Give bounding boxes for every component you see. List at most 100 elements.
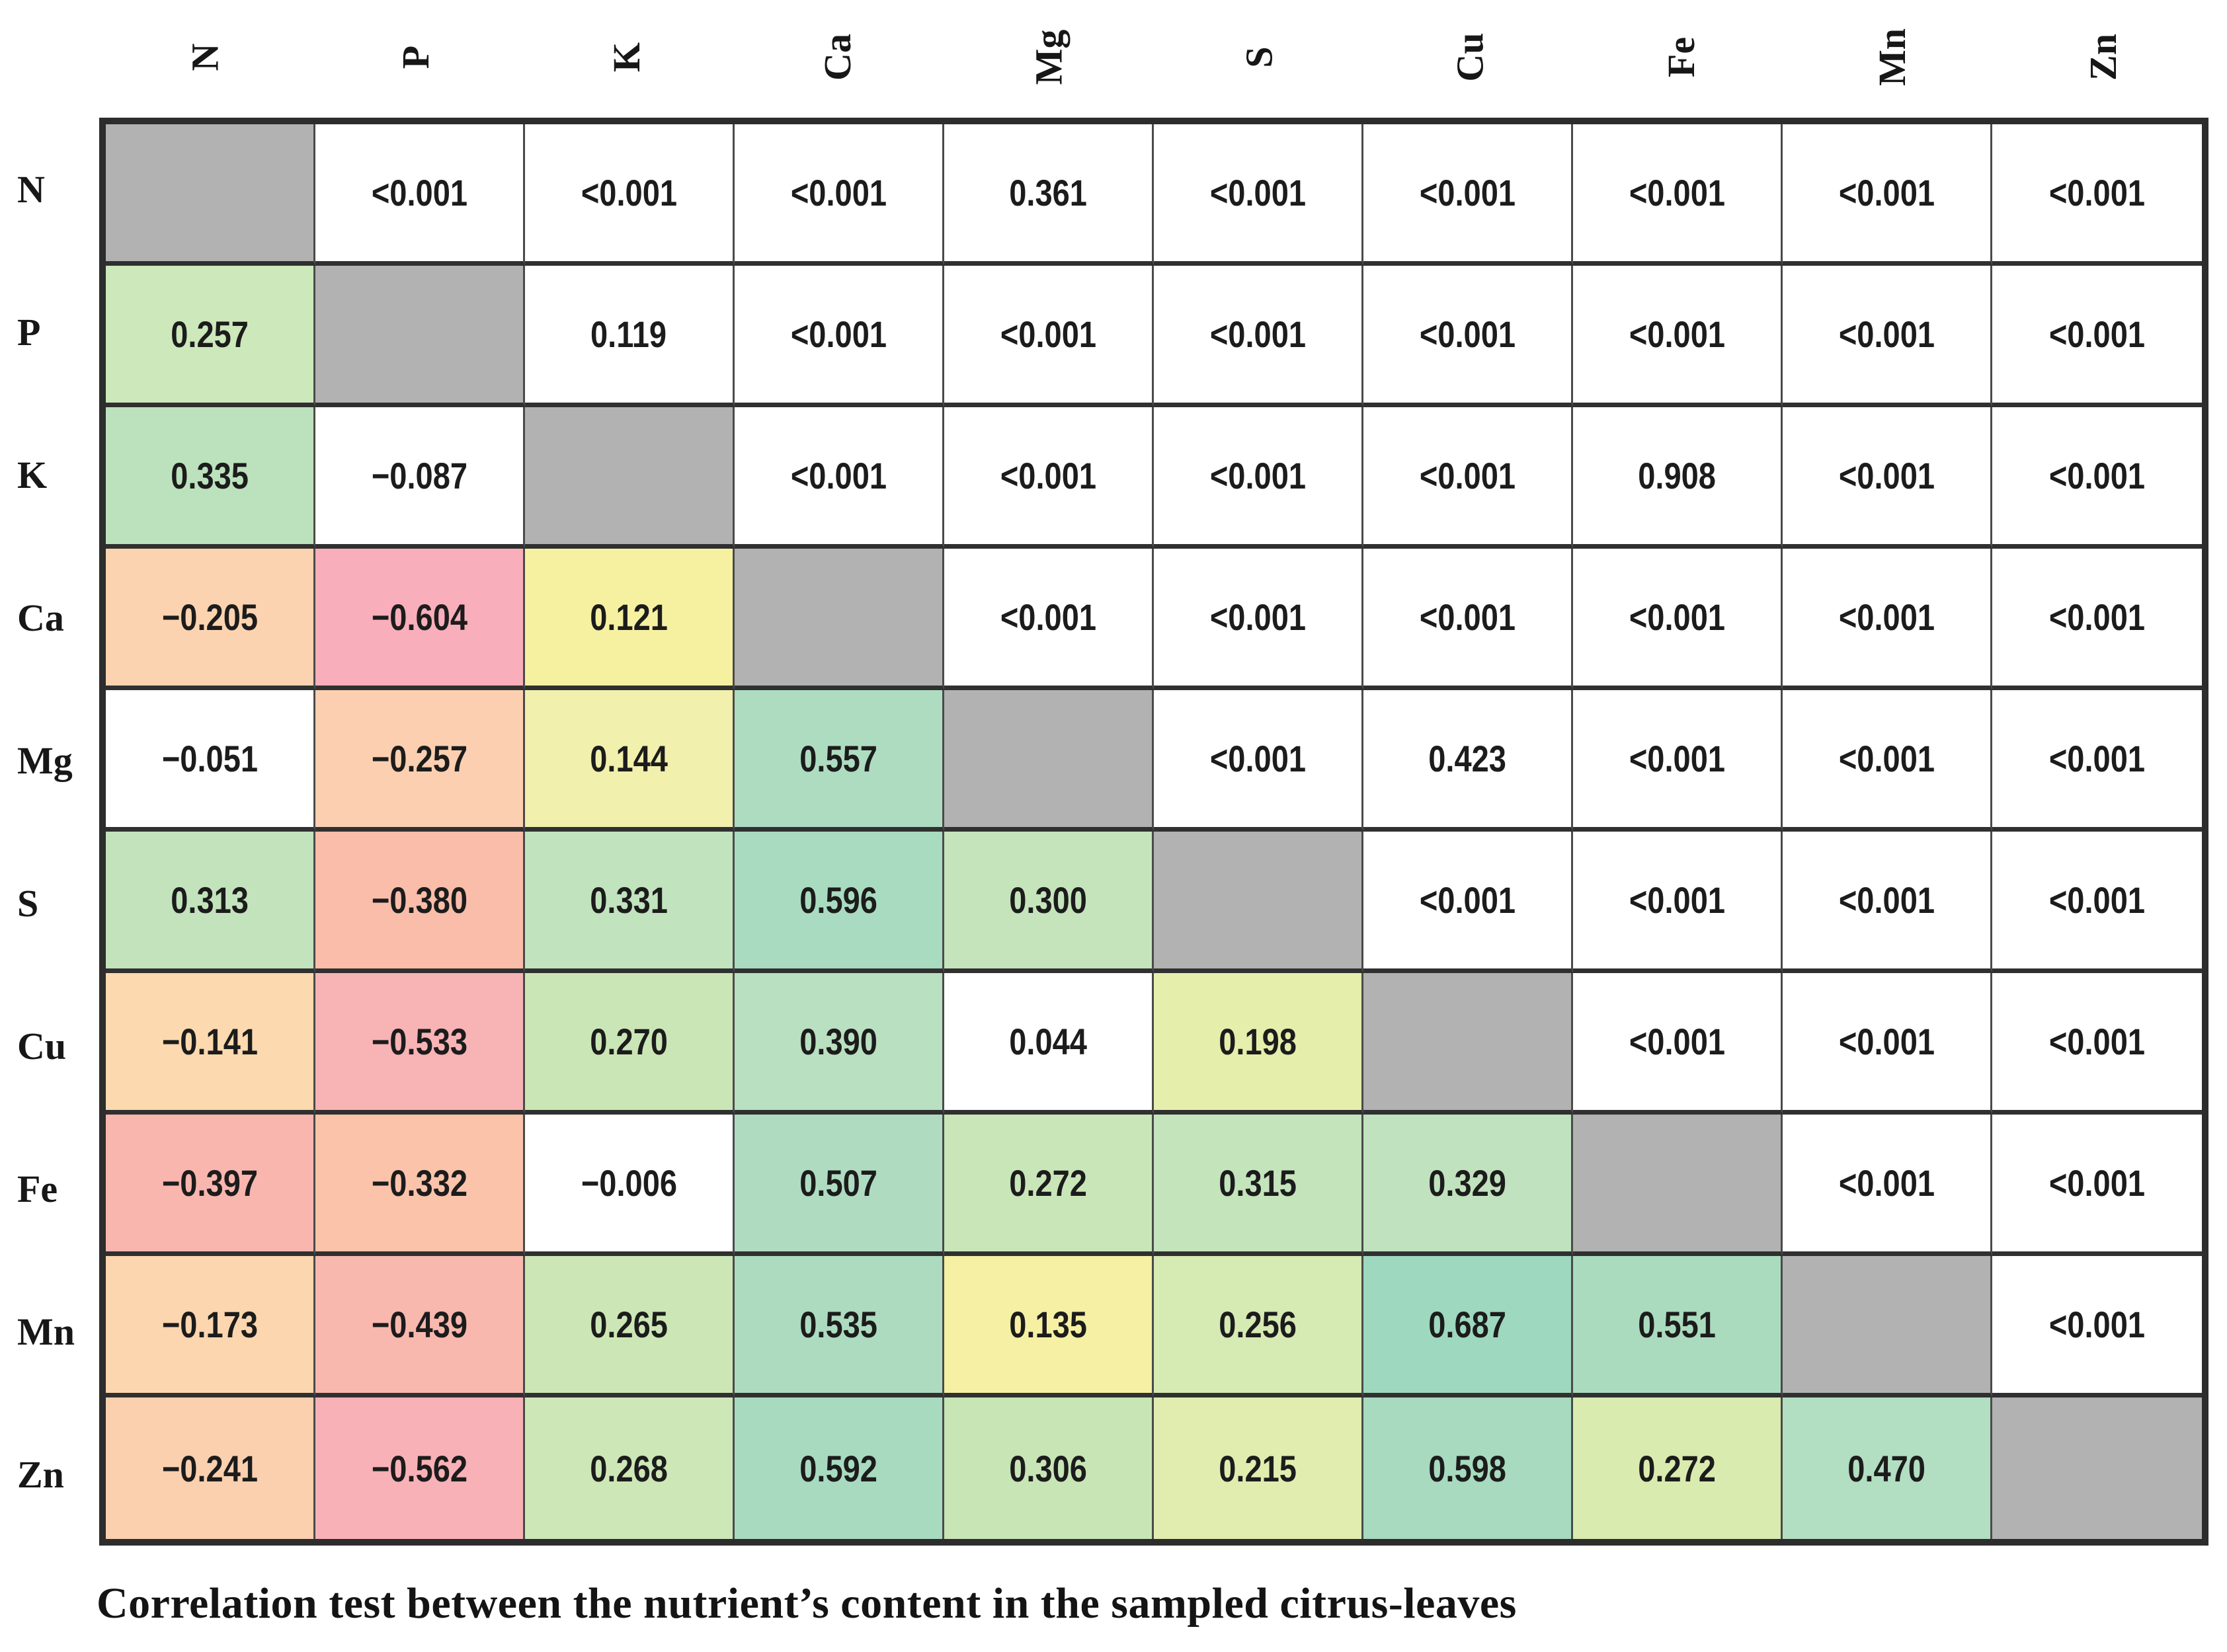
matrix-cell-value: <0.001 [790, 172, 887, 214]
matrix-cell-value: 0.119 [590, 313, 667, 355]
matrix-cell-Mn-N: −0.173 [106, 1256, 315, 1397]
matrix-cell-Cu-Fe: <0.001 [1573, 973, 1783, 1115]
matrix-cell-value: <0.001 [1629, 1021, 1725, 1062]
matrix-cell-value: 0.335 [171, 455, 249, 496]
matrix-cell-value: <0.001 [1209, 172, 1306, 214]
matrix-cell-Zn-Ca: 0.592 [735, 1397, 944, 1539]
row-label-Ca: Ca [17, 596, 64, 639]
matrix-cell-Ca-Mn: <0.001 [1783, 549, 1992, 690]
matrix-cell-value: 0.329 [1428, 1162, 1506, 1204]
matrix-cell-value: 0.144 [590, 738, 668, 779]
row-label-Cu: Cu [17, 1024, 67, 1068]
matrix-cell-value: 0.198 [1219, 1021, 1297, 1062]
matrix-cell-value: <0.001 [1419, 455, 1516, 496]
matrix-cell-value: 0.256 [1219, 1304, 1297, 1345]
column-header-label: Mn [1871, 28, 1914, 86]
matrix-cell-value: <0.001 [790, 313, 887, 355]
matrix-cell-value: 0.423 [1428, 738, 1506, 779]
matrix-cell-P-Mn: <0.001 [1783, 266, 1992, 407]
matrix-cell-value: <0.001 [1419, 313, 1516, 355]
matrix-cell-N-Ca: <0.001 [735, 124, 944, 266]
matrix-cell-value: <0.001 [1000, 455, 1096, 496]
matrix-cell-P-Ca: <0.001 [735, 266, 944, 407]
matrix-cell-Cu-Zn: <0.001 [1992, 973, 2202, 1115]
matrix-cell-Ca-Cu: <0.001 [1363, 549, 1573, 690]
matrix-cell-value: 0.121 [590, 596, 668, 638]
matrix-cell-Mn-K: 0.265 [525, 1256, 735, 1397]
matrix-cell-Mn-P: −0.439 [315, 1256, 525, 1397]
column-header-N: N [99, 0, 310, 114]
matrix-cell-value: −0.205 [161, 596, 258, 638]
matrix-cell-S-Mn: <0.001 [1783, 832, 1992, 973]
matrix-cell-Ca-Ca [735, 549, 944, 690]
matrix-cell-Mn-Zn: <0.001 [1992, 1256, 2202, 1397]
matrix-cell-value: <0.001 [1838, 1162, 1935, 1204]
matrix-cell-N-Cu: <0.001 [1363, 124, 1573, 266]
matrix-cell-Zn-K: 0.268 [525, 1397, 735, 1539]
matrix-cell-S-Mg: 0.300 [944, 832, 1154, 973]
matrix-cell-N-N [106, 124, 315, 266]
matrix-cell-Mn-Ca: 0.535 [735, 1256, 944, 1397]
column-header-label: Mg [1027, 29, 1070, 85]
matrix-cell-value: −0.397 [161, 1162, 258, 1204]
matrix-cell-Ca-Fe: <0.001 [1573, 549, 1783, 690]
matrix-cell-Mg-P: −0.257 [315, 690, 525, 832]
matrix-cell-value: 0.331 [590, 879, 668, 921]
matrix-cell-S-Cu: <0.001 [1363, 832, 1573, 973]
matrix-cell-value: 0.470 [1847, 1447, 1925, 1489]
column-header-Mg: Mg [943, 0, 1154, 114]
matrix-cell-value: −0.562 [371, 1447, 467, 1489]
matrix-cell-Mg-N: −0.051 [106, 690, 315, 832]
matrix-cell-value: 0.272 [1009, 1162, 1087, 1204]
matrix-cell-value: <0.001 [2048, 1021, 2146, 1062]
matrix-cell-Mn-Fe: 0.551 [1573, 1256, 1783, 1397]
matrix-cell-value: <0.001 [2048, 1304, 2146, 1345]
matrix-cell-K-N: 0.335 [106, 407, 315, 549]
matrix-cell-value: <0.001 [1419, 172, 1516, 214]
matrix-cell-Fe-Fe [1573, 1115, 1783, 1256]
matrix-cell-Ca-Zn: <0.001 [1992, 549, 2202, 690]
matrix-cell-value: 0.361 [1009, 172, 1087, 214]
matrix-cell-value: 0.535 [799, 1304, 877, 1345]
matrix-cell-Mg-Mn: <0.001 [1783, 690, 1992, 832]
matrix-cell-S-S [1154, 832, 1363, 973]
column-header-label: K [605, 42, 648, 72]
matrix-cell-value: <0.001 [790, 455, 887, 496]
matrix-cell-value: 0.270 [590, 1021, 668, 1062]
matrix-cell-value: 0.268 [590, 1447, 668, 1489]
matrix-cell-P-Zn: <0.001 [1992, 266, 2202, 407]
matrix-cell-S-Ca: 0.596 [735, 832, 944, 973]
matrix-cell-Zn-Mn: 0.470 [1783, 1397, 1992, 1539]
matrix-cell-Mg-Mg [944, 690, 1154, 832]
matrix-cell-Zn-P: −0.562 [315, 1397, 525, 1539]
matrix-cell-Mg-K: 0.144 [525, 690, 735, 832]
matrix-cell-value: −0.141 [161, 1021, 258, 1062]
matrix-cell-value: 0.596 [799, 879, 877, 921]
matrix-cell-P-P [315, 266, 525, 407]
matrix-cell-value: <0.001 [1629, 596, 1725, 638]
matrix-cell-value: −0.087 [371, 455, 467, 496]
matrix-cell-Fe-S: 0.315 [1154, 1115, 1363, 1256]
matrix-cell-N-S: <0.001 [1154, 124, 1363, 266]
matrix-cell-value: <0.001 [1629, 738, 1725, 779]
matrix-cell-Fe-P: −0.332 [315, 1115, 525, 1256]
matrix-cell-value: <0.001 [1209, 596, 1306, 638]
column-header-P: P [310, 0, 521, 114]
matrix-cell-K-K [525, 407, 735, 549]
matrix-cell-value: <0.001 [1838, 172, 1935, 214]
matrix-cell-value: 0.265 [590, 1304, 668, 1345]
matrix-cell-value: 0.306 [1009, 1447, 1087, 1489]
matrix-cell-Cu-Mg: 0.044 [944, 973, 1154, 1115]
column-header-label: N [182, 43, 226, 71]
matrix-cell-value: <0.001 [1419, 596, 1516, 638]
matrix-cell-value: <0.001 [2048, 738, 2146, 779]
matrix-cell-N-Fe: <0.001 [1573, 124, 1783, 266]
row-label-Mg: Mg [17, 738, 73, 782]
matrix-cell-value: <0.001 [1000, 596, 1096, 638]
row-label-Fe: Fe [17, 1167, 58, 1210]
matrix-cell-K-S: <0.001 [1154, 407, 1363, 549]
matrix-cell-Zn-Zn [1992, 1397, 2202, 1539]
matrix-cell-P-S: <0.001 [1154, 266, 1363, 407]
matrix-cell-value: −0.604 [371, 596, 467, 638]
